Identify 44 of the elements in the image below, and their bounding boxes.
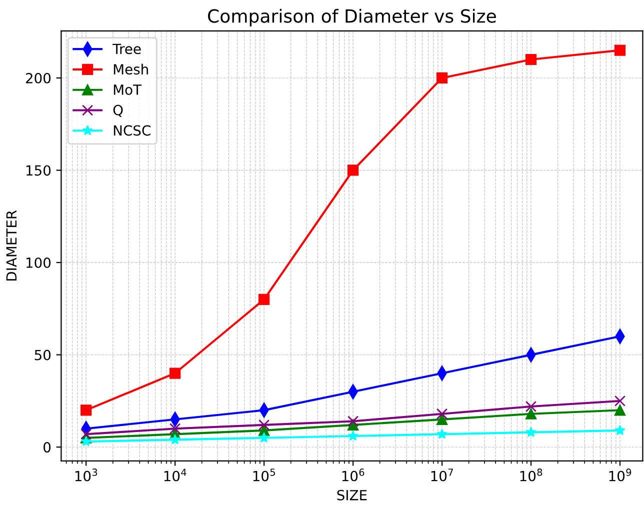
point [170,434,180,444]
point [436,428,448,439]
point [525,408,537,420]
y-tick-label: 150 [26,165,51,176]
legend-label: Tree [112,44,141,54]
legend-label: MoT [114,84,142,95]
point [614,424,626,436]
point [436,72,448,84]
point [80,436,92,446]
y-tick-label: 200 [26,72,51,84]
legend-label: NCSC [114,125,150,136]
point [614,404,626,416]
point [170,368,181,379]
point [347,164,359,176]
point [258,432,270,442]
point [526,426,536,437]
x-tick-label: 10$^{6}$ [342,468,364,482]
point [436,408,448,420]
y-tick-label: 0 [44,442,51,453]
x-tick-label: 10$^{5}$ [253,468,275,482]
point [258,294,270,305]
point [258,419,270,430]
point [436,414,448,425]
chart-title: Comparison of Diameter vs Size [208,8,496,26]
point [170,423,181,434]
y-axis-title: DIAMETER [6,210,17,281]
point [80,404,92,416]
point [525,54,537,66]
point [614,395,626,406]
x-tick-label: 10$^{9}$ [609,468,632,482]
point [525,400,537,412]
point [614,44,626,56]
legend-label: Mesh [114,64,148,75]
x-tick-label: 10$^{7}$ [431,468,453,482]
x-axis-title: SIZE [337,490,367,500]
y-tick-label: 50 [34,350,51,360]
x-tick-label: 10$^{8}$ [520,468,542,482]
x-tick-label: 10$^{3}$ [75,468,98,482]
y-tick-label: 100 [26,257,51,268]
point [347,416,359,427]
legend-label: Q [113,104,123,117]
point [80,428,92,440]
x-tick-label: 10$^{4}$ [164,468,186,482]
point [348,430,358,441]
